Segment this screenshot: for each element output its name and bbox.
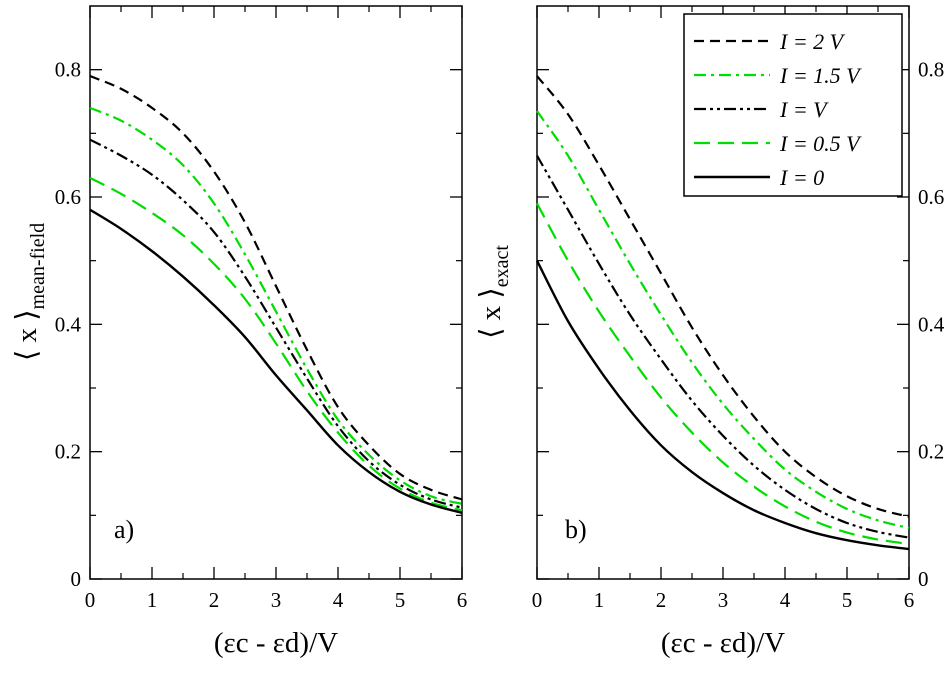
panel-a-xtick-label: 1 — [147, 588, 158, 612]
legend-label-3: I = 0.5 V — [779, 131, 862, 156]
panel-b-label: b) — [565, 515, 587, 544]
panel-b-xlabel: (εc - εd)/V — [661, 627, 785, 659]
panel-b-series-1 — [536, 110, 910, 530]
panel-a-ytick-label: 0.8 — [55, 58, 81, 82]
panel-b-xtick-label: 3 — [718, 588, 729, 612]
panel-b-ytick-label: 0.6 — [918, 185, 944, 209]
panel-a-label: a) — [114, 515, 134, 544]
svg-text:⟨ x ⟩exact: ⟨ x ⟩exact — [475, 245, 513, 339]
svg-text:⟨ x ⟩mean-field: ⟨ x ⟩mean-field — [11, 223, 49, 361]
panel-b-ytick-label: 0.8 — [918, 58, 944, 82]
panel-b-series — [535, 75, 910, 551]
panel-a-xlabel: (εc - εd)/V — [214, 627, 338, 659]
panel-a-ylabel: ⟨ x ⟩mean-field — [11, 223, 49, 361]
panel-a-ylabel-main: ⟨ x ⟩ — [11, 309, 43, 361]
panel-a-xtick-label: 3 — [271, 588, 282, 612]
panel-a-series — [89, 75, 463, 514]
panel-a-series-3 — [89, 176, 463, 512]
panel-a-series-2 — [89, 138, 463, 509]
panel-a-xtick-label: 4 — [333, 588, 344, 612]
panel-b-series-3 — [536, 202, 910, 546]
legend-label-4: I = 0 — [779, 165, 824, 190]
panel-b-ylabel-main: ⟨ x ⟩ — [475, 287, 507, 339]
panel-a-ytick-label: 0.6 — [55, 185, 81, 209]
legend-label-1: I = 1.5 V — [779, 63, 862, 88]
panel-b-ytick-label: 0.4 — [918, 312, 945, 336]
panel-b-ytick-label: 0.2 — [918, 440, 944, 464]
panel-b-ylabel: ⟨ x ⟩exact — [475, 245, 513, 339]
panel-b-xtick-label: 1 — [594, 588, 605, 612]
panel-a-frame — [89, 5, 463, 580]
panel-a-ylabel-sub: mean-field — [27, 223, 49, 310]
panel-a-ytick-label: 0 — [71, 567, 82, 591]
panel-b-xtick-label: 2 — [656, 588, 667, 612]
panel-b-xtick-label: 0 — [532, 588, 543, 612]
legend-box — [683, 13, 903, 197]
panel-b-ytick-label: 0 — [918, 567, 929, 591]
panel-a-xtick-label: 0 — [85, 588, 96, 612]
panel-b-ylabel-sub: exact — [491, 245, 513, 288]
panel-a-series-1 — [89, 106, 463, 505]
panel-b-series-2 — [536, 155, 910, 539]
legend: I = 2 V I = 1.5 V I = V I = 0.5 V I = 0 — [683, 13, 903, 197]
panel-b-series-4 — [535, 260, 910, 551]
panel-a-xtick-label: 5 — [395, 588, 406, 612]
panel-b-series-0 — [536, 75, 910, 518]
legend-label-0: I = 2 V — [779, 29, 846, 54]
panel-b-ticks: 0 1 2 3 4 5 600.20.40.60.8 — [532, 6, 945, 612]
panel-b-xtick-label: 5 — [842, 588, 853, 612]
panel-a-ticks: 0 1 2 3 4 5 6 0 0.2 0.4 0.6 0.8 — [55, 6, 468, 612]
panel-a-xtick-label: 2 — [209, 588, 220, 612]
panel-a-xtick-label: 6 — [457, 588, 468, 612]
panel-b-xtick-label: 4 — [780, 588, 791, 612]
panel-a-ytick-label: 0.4 — [55, 312, 82, 336]
panel-a-series-4 — [89, 208, 463, 514]
panel-a-series-0 — [89, 75, 463, 501]
panel-a-ytick-label: 0.2 — [55, 440, 81, 464]
panel-b-xtick-label: 6 — [904, 588, 915, 612]
legend-label-2: I = V — [779, 97, 829, 122]
